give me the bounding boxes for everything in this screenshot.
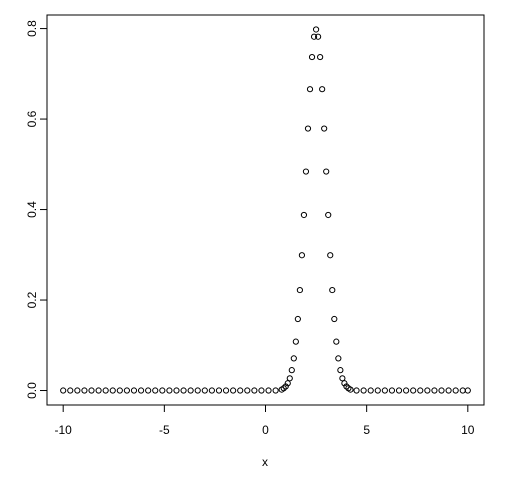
- point: [237, 387, 244, 394]
- point: [173, 387, 180, 394]
- point: [360, 387, 367, 394]
- point: [424, 387, 431, 394]
- point: [321, 125, 328, 132]
- point: [222, 387, 230, 394]
- point: [431, 387, 438, 394]
- point: [347, 386, 354, 393]
- x-tick-label: 10: [461, 423, 475, 437]
- point: [145, 387, 152, 394]
- point: [353, 387, 360, 394]
- point: [284, 380, 291, 387]
- point: [337, 367, 344, 374]
- y-tick-label: 0.2: [25, 291, 39, 308]
- point: [292, 338, 299, 345]
- point: [445, 387, 452, 394]
- point: [95, 387, 102, 394]
- point: [230, 387, 237, 394]
- point: [60, 387, 67, 394]
- point: [388, 387, 396, 394]
- point: [329, 286, 336, 294]
- point: [452, 387, 459, 394]
- point: [300, 211, 308, 219]
- point: [265, 387, 272, 394]
- x-axis-label: x: [262, 455, 268, 469]
- point: [294, 315, 301, 323]
- point: [335, 355, 342, 362]
- point: [327, 252, 334, 259]
- y-tick-label: 0.4: [25, 201, 39, 218]
- point: [109, 387, 116, 394]
- point: [130, 387, 138, 394]
- point: [215, 387, 223, 394]
- point: [341, 380, 348, 387]
- point: [288, 367, 295, 374]
- point: [459, 387, 466, 394]
- point: [395, 387, 403, 394]
- point: [137, 387, 145, 394]
- point: [180, 387, 187, 394]
- point: [67, 387, 74, 394]
- point: [464, 387, 471, 394]
- point: [296, 286, 303, 294]
- point: [102, 387, 109, 394]
- x-tick-label: -5: [159, 423, 170, 437]
- point: [251, 387, 258, 394]
- point: [286, 375, 293, 382]
- y-tick-label: 0.0: [25, 382, 39, 399]
- point: [367, 387, 374, 394]
- point: [319, 86, 326, 93]
- point: [81, 387, 88, 394]
- y-tick-label: 0.6: [25, 110, 39, 127]
- plot-box: [46, 14, 485, 406]
- point: [74, 387, 81, 394]
- x-tick-label: 5: [363, 423, 370, 437]
- point: [244, 387, 251, 394]
- point: [116, 387, 123, 394]
- point: [417, 387, 424, 394]
- point: [325, 211, 332, 219]
- y-tick-label: 0.8: [25, 20, 39, 37]
- point: [258, 387, 265, 394]
- point: [208, 387, 215, 394]
- point: [317, 53, 324, 61]
- point: [374, 387, 381, 394]
- point: [403, 387, 410, 394]
- point: [187, 387, 194, 394]
- point: [272, 387, 279, 394]
- point: [298, 252, 306, 259]
- point: [166, 387, 173, 394]
- point: [282, 383, 289, 390]
- point: [438, 387, 445, 394]
- point: [381, 387, 388, 394]
- point: [152, 387, 159, 394]
- point: [315, 33, 322, 40]
- point: [339, 375, 346, 382]
- x-tick-label: -10: [55, 423, 73, 437]
- point: [308, 53, 316, 61]
- point: [312, 26, 320, 33]
- point: [88, 387, 95, 394]
- point: [323, 168, 330, 175]
- point: [331, 315, 338, 323]
- point: [306, 86, 314, 93]
- point: [304, 125, 312, 132]
- x-tick-label: 0: [262, 423, 269, 437]
- point: [302, 168, 310, 175]
- point: [290, 355, 297, 362]
- point: [194, 387, 201, 394]
- point: [159, 387, 166, 394]
- point: [410, 387, 417, 394]
- point: [333, 338, 340, 345]
- point: [123, 387, 131, 394]
- point: [310, 33, 318, 40]
- point: [201, 387, 208, 394]
